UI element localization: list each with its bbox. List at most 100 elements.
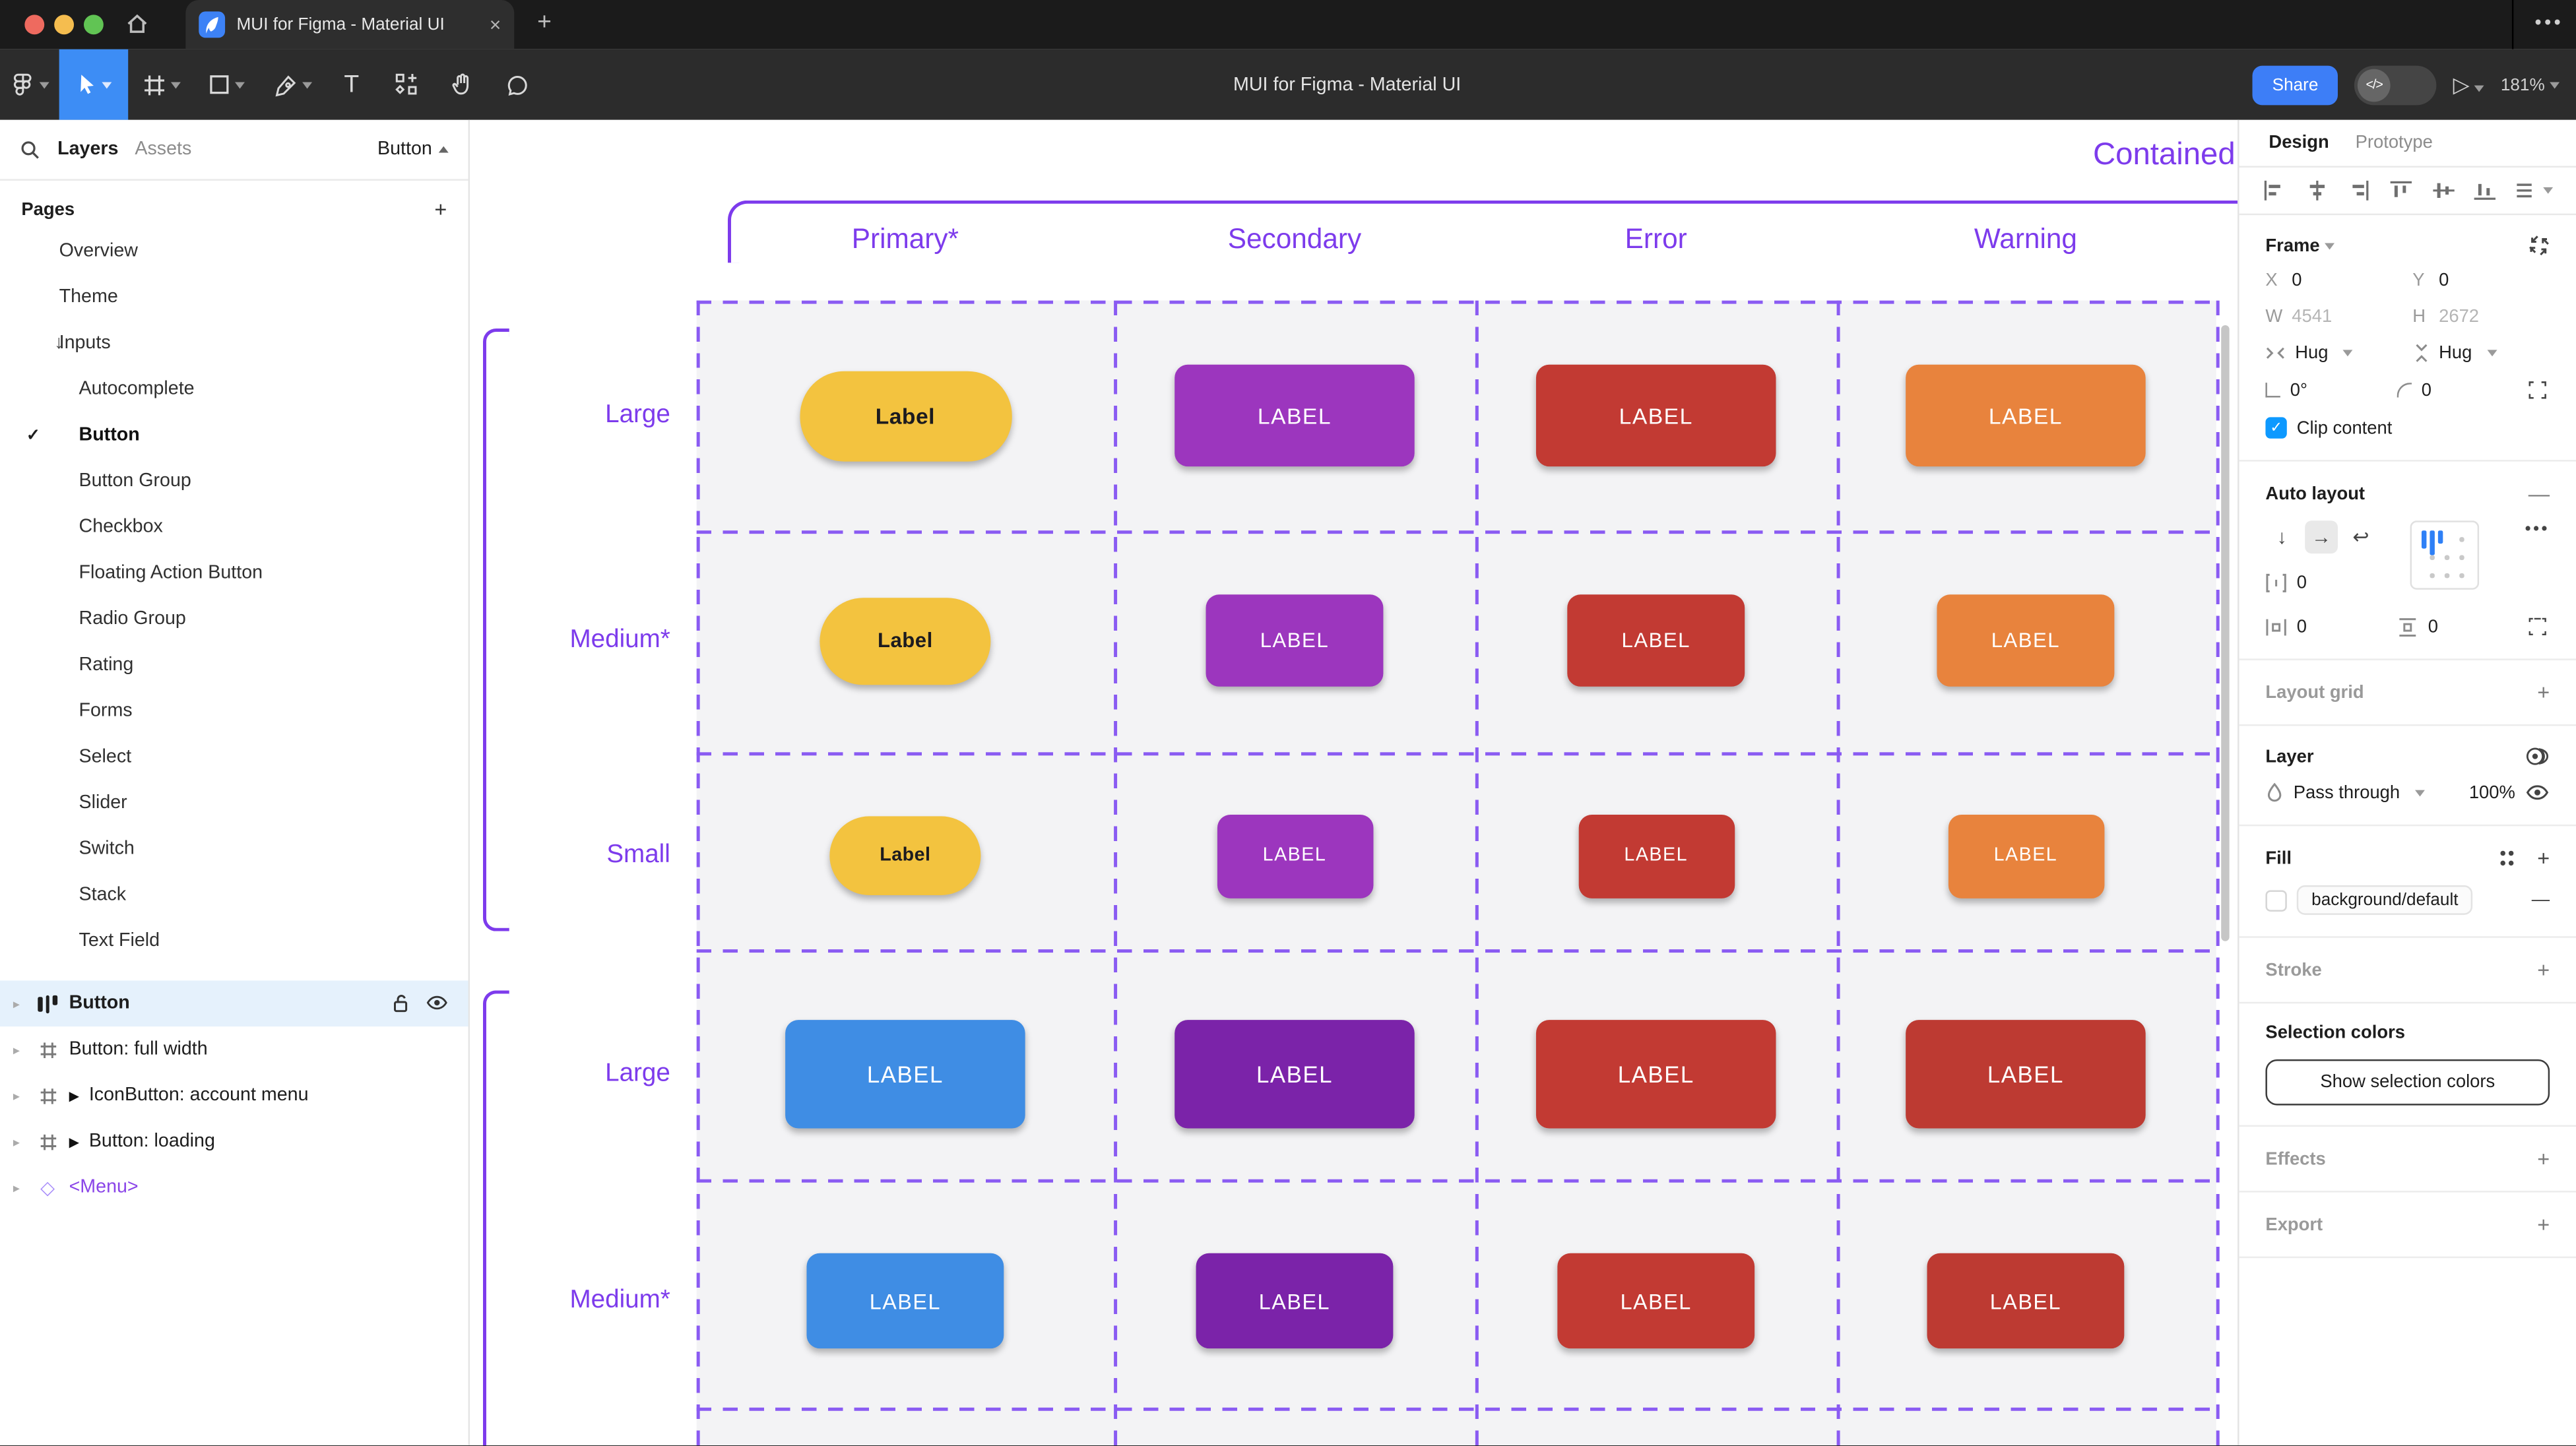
hand-tool-button[interactable] <box>434 49 490 120</box>
auto-layout-more-icon[interactable]: ••• <box>2525 520 2550 539</box>
y-input[interactable]: 0 <box>2439 270 2449 291</box>
add-page-button[interactable]: + <box>434 197 447 222</box>
align-vertical-center-icon[interactable] <box>2431 179 2455 202</box>
canvas-button-r5-c1[interactable]: LABEL <box>806 1253 1004 1349</box>
layout-vertical-button[interactable]: ↓ <box>2276 525 2287 549</box>
canvas-button-r4-c2[interactable]: LABEL <box>1175 1020 1415 1129</box>
page-item-theme[interactable]: Theme <box>0 274 468 321</box>
layer-row-iconbutton-account-menu[interactable]: ▸ ▶ IconButton: account menu <box>0 1073 468 1119</box>
layer-row-button[interactable]: ▸ Button <box>0 980 468 1027</box>
horizontal-resizing-dropdown[interactable]: Hug <box>2265 343 2402 363</box>
page-item-checkbox[interactable]: Checkbox <box>0 504 468 550</box>
home-icon[interactable] <box>125 11 149 44</box>
clip-content-row[interactable]: ✓ Clip content <box>2239 409 2576 447</box>
canvas-button-r2-c1[interactable]: Label <box>820 597 991 685</box>
remove-auto-layout-button[interactable]: — <box>2528 481 2550 506</box>
canvas-button-r3-c3[interactable]: LABEL <box>1578 813 1734 898</box>
lock-open-icon[interactable] <box>393 993 410 1013</box>
remove-fill-button[interactable]: — <box>2531 890 2550 910</box>
page-item-overview[interactable]: Overview <box>0 228 468 274</box>
tab-prototype[interactable]: Prototype <box>2355 133 2433 153</box>
expand-chevron-icon[interactable]: ▸ <box>13 1088 20 1103</box>
add-stroke-button[interactable]: + <box>2537 957 2550 982</box>
corner-radius-input[interactable]: 0 <box>2421 380 2431 400</box>
canvas-button-r1-c1[interactable]: Label <box>799 370 1012 461</box>
layer-row--menu-[interactable]: ▸ ◇ <Menu> <box>13 1178 139 1199</box>
add-layout-grid-button[interactable]: + <box>2537 679 2550 705</box>
dev-mode-toggle[interactable]: </> <box>2354 65 2437 105</box>
present-button[interactable]: ▷ <box>2453 71 2484 98</box>
align-bottom-icon[interactable] <box>2473 179 2497 202</box>
text-tool-button[interactable]: T <box>344 71 360 99</box>
canvas-button-r1-c3[interactable]: LABEL <box>1535 364 1776 467</box>
resources-tool-button[interactable] <box>378 49 434 120</box>
search-icon[interactable] <box>20 139 41 160</box>
page-selector-dropdown[interactable]: Button <box>377 140 449 160</box>
zoom-menu[interactable]: 181% <box>2501 75 2560 94</box>
minimize-window-button[interactable] <box>54 15 75 35</box>
clip-content-checkbox[interactable]: ✓ <box>2265 417 2287 439</box>
page-item-slider[interactable]: Slider <box>0 780 468 827</box>
horizontal-padding-input[interactable]: 0 <box>2296 616 2307 637</box>
frame-tool-button[interactable] <box>128 49 194 120</box>
present-options-chevron-icon[interactable] <box>2474 84 2484 92</box>
canvas-button-r3-c2[interactable]: LABEL <box>1216 813 1373 898</box>
layer-row-button-loading[interactable]: ▸ ▶ Button: loading <box>0 1119 468 1165</box>
canvas-button-r3-c1[interactable]: Label <box>829 816 981 895</box>
align-right-icon[interactable] <box>2346 179 2371 202</box>
canvas-button-r4-c1[interactable]: LABEL <box>785 1020 1025 1129</box>
shape-tool-button[interactable] <box>194 49 260 120</box>
expand-chevron-icon[interactable]: ▸ <box>13 1134 20 1149</box>
page-item-switch[interactable]: Switch <box>0 826 468 872</box>
main-menu-button[interactable] <box>0 49 59 120</box>
expand-chevron-icon[interactable]: ▸ <box>13 996 20 1011</box>
alignment-pad[interactable] <box>2410 520 2480 590</box>
fill-styles-icon[interactable] <box>2500 851 2515 865</box>
layer-row-button-full-width[interactable]: ▸ Button: full width <box>0 1026 468 1073</box>
independent-corners-icon[interactable] <box>2528 379 2546 400</box>
rotation-input[interactable]: 0° <box>2290 380 2308 400</box>
page-item-text-field[interactable]: Text Field <box>0 918 468 964</box>
visibility-eye-icon[interactable] <box>426 993 449 1011</box>
page-item-autocomplete[interactable]: Autocomplete <box>0 366 468 412</box>
canvas-button-r1-c2[interactable]: LABEL <box>1175 364 1415 467</box>
canvas-scrollbar[interactable] <box>2221 325 2230 941</box>
page-item-radio-group[interactable]: Radio Group <box>0 596 468 643</box>
collapse-panel-icon[interactable] <box>2528 235 2550 256</box>
page-item-floating-action-button[interactable]: Floating Action Button <box>0 550 468 596</box>
canvas-button-r5-c3[interactable]: LABEL <box>1557 1253 1755 1349</box>
show-selection-colors-button[interactable]: Show selection colors <box>2265 1059 2550 1106</box>
expand-chevron-icon[interactable]: ▸ <box>13 1042 20 1057</box>
fill-style-chip[interactable]: background/default <box>2296 885 2473 915</box>
canvas-button-r5-c2[interactable]: LABEL <box>1196 1253 1394 1349</box>
page-item-stack[interactable]: Stack <box>0 872 468 918</box>
close-window-button[interactable] <box>24 15 45 35</box>
tab-layers[interactable]: Layers <box>57 139 119 160</box>
canvas-button-r2-c4[interactable]: LABEL <box>1937 594 2115 687</box>
align-horizontal-center-icon[interactable] <box>2304 179 2329 202</box>
comment-tool-button[interactable] <box>490 49 546 120</box>
tab-close-icon[interactable]: × <box>489 13 501 36</box>
align-top-icon[interactable] <box>2389 179 2413 202</box>
opacity-input[interactable]: 100% <box>2468 782 2515 803</box>
canvas-button-r1-c4[interactable]: LABEL <box>1906 364 2146 467</box>
canvas-button-r4-c3[interactable]: LABEL <box>1535 1020 1776 1129</box>
page-item-inputs[interactable]: ↓ Inputs <box>0 321 468 367</box>
blend-mode-dropdown[interactable]: Pass through <box>2293 782 2400 803</box>
move-tool-button[interactable] <box>59 49 129 120</box>
add-export-button[interactable]: + <box>2537 1212 2550 1237</box>
tab-assets[interactable]: Assets <box>135 139 192 160</box>
canvas-button-r5-c4[interactable]: LABEL <box>1927 1253 2125 1349</box>
x-input[interactable]: 0 <box>2292 270 2302 291</box>
canvas-button-r3-c4[interactable]: LABEL <box>1947 813 2104 898</box>
window-more-menu-icon[interactable]: ••• <box>2534 13 2564 33</box>
canvas-button-r4-c4[interactable]: LABEL <box>1906 1020 2146 1129</box>
tab-design[interactable]: Design <box>2269 133 2329 153</box>
canvas-button-r2-c3[interactable]: LABEL <box>1567 594 1745 687</box>
visibility-eye-icon[interactable] <box>2525 784 2550 802</box>
vertical-resizing-dropdown[interactable]: Hug <box>2412 343 2550 363</box>
layout-horizontal-button[interactable]: → <box>2305 520 2338 554</box>
page-item-button[interactable]: ✓ Button <box>0 412 468 458</box>
vertical-padding-input[interactable]: 0 <box>2428 616 2438 637</box>
expand-chevron-icon[interactable]: ▸ <box>13 1179 20 1195</box>
